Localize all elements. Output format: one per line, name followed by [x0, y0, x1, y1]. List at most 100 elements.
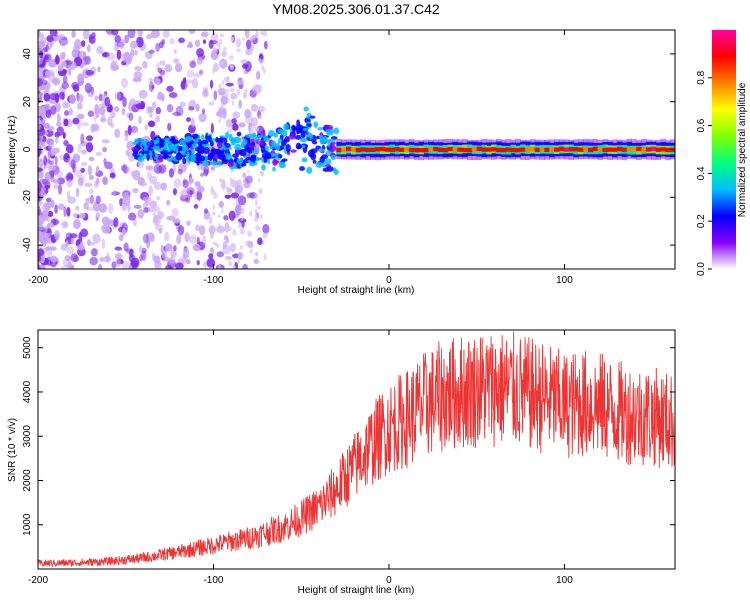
spectrogram-noise-blob — [232, 265, 236, 269]
spectrogram-band-blob — [234, 143, 242, 151]
spectrogram-band-blob — [180, 154, 187, 158]
spectrogram-noise-blob — [202, 86, 209, 95]
spectrogram-band-blob — [326, 166, 334, 172]
spectrogram-noise-blob — [60, 39, 64, 45]
spectrogram-noise-blob — [46, 215, 51, 223]
spectrogram-noise-blob — [38, 196, 41, 203]
spectrogram-noise-blob — [242, 63, 249, 70]
spectrogram-band-segment — [413, 147, 420, 153]
spectrogram-band-blob — [182, 143, 188, 152]
spectrogram-band-blob — [305, 131, 309, 135]
spectrogram-band-blob — [302, 127, 309, 132]
spectrogram-noise-blob — [128, 101, 132, 112]
spectrogram-noise-blob — [62, 39, 69, 45]
spectrogram-noise-blob — [55, 121, 62, 127]
spectrogram-noise-blob — [223, 235, 229, 241]
spectrogram-noise-blob — [75, 187, 80, 198]
spectrogram-noise-blob — [212, 189, 216, 195]
spectrogram-noise-blob — [63, 118, 69, 127]
spectrogram-noise-blob — [95, 177, 100, 186]
spectrogram-band-blob — [313, 121, 319, 128]
spectrogram-noise-blob — [45, 44, 49, 53]
spectrogram-band-blob — [279, 161, 286, 169]
spectrogram-band-blob — [310, 152, 317, 161]
spectrogram-noise-blob — [166, 104, 174, 113]
spectrogram-noise-blob — [145, 165, 154, 171]
spectrogram-band-blob — [205, 132, 209, 141]
spectrogram-noise-blob — [236, 179, 242, 188]
spectrogram-band-blob — [251, 149, 259, 155]
spectrogram-noise-blob — [40, 110, 46, 119]
spectrogram-band-blob — [227, 161, 234, 167]
spectrogram-band-segment — [544, 147, 550, 153]
spectrogram-noise-blob — [68, 173, 74, 181]
spectrogram-band-blob — [316, 135, 320, 140]
spectrogram-noise-blob — [223, 215, 229, 221]
snr-ytick-label: 5000 — [22, 336, 33, 359]
spectrogram-noise-blob — [198, 113, 207, 123]
spectrogram-noise-blob — [47, 125, 55, 132]
spectrogram-noise-blob — [225, 186, 230, 191]
spectrogram-band-segment — [626, 147, 633, 152]
snr-xtick-label: 100 — [556, 575, 573, 586]
spectrogram-noise-blob — [221, 50, 227, 58]
spectrogram-noise-blob — [133, 71, 143, 79]
spectrogram-noise-blob — [208, 216, 213, 225]
colorbar-label: Normalized spectral amplitude — [737, 82, 748, 217]
spectrogram-noise-blob — [226, 97, 230, 103]
spectrogram-noise-blob — [147, 120, 156, 128]
spectrogram-noise-blob — [38, 32, 45, 40]
spectrogram-noise-blob — [220, 95, 229, 106]
spectrogram-noise-blob — [126, 140, 134, 151]
spectrogram-noise-blob — [137, 177, 145, 186]
spectrogram-band-blob — [175, 152, 183, 161]
spectrogram-noise-blob — [191, 77, 199, 89]
spectrogram-noise-blob — [255, 70, 261, 80]
colorbar-tick-label: 0.2 — [696, 214, 707, 228]
spectrogram-noise-blob — [122, 163, 128, 175]
spectrogram-band-blob — [289, 132, 296, 140]
spectrogram-band-segment — [612, 147, 618, 152]
spectrogram-noise-blob — [60, 53, 66, 60]
spectrogram-noise-blob — [58, 184, 63, 195]
spectrogram-band-blob — [236, 158, 244, 165]
spectrogram-noise-blob — [262, 223, 270, 234]
spectrogram-noise-blob — [101, 52, 110, 58]
spectrogram-band-blob — [197, 145, 204, 151]
spectrogram-noise-blob — [118, 233, 124, 242]
spectrogram-noise-blob — [101, 139, 110, 144]
spectrogram-noise-blob — [148, 175, 158, 185]
spectrogram-noise-blob — [112, 189, 116, 197]
spectrogram-noise-blob — [73, 219, 81, 230]
spectrogram-noise-blob — [263, 253, 267, 261]
spectrogram-noise-blob — [218, 83, 222, 90]
spectrogram-noise-blob — [244, 30, 250, 39]
spectrogram-noise-blob — [124, 131, 129, 142]
spectrogram-band-blob — [186, 151, 190, 158]
spectrogram-noise-blob — [203, 165, 210, 175]
spectrogram-band-blob — [240, 162, 247, 167]
spectrogram-noise-blob — [114, 253, 123, 260]
spectrogram-noise-blob — [57, 203, 65, 211]
spectrogram-noise-blob — [219, 33, 225, 37]
spectrogram-band-segment — [336, 147, 342, 153]
spectrogram-noise-blob — [43, 54, 49, 60]
spectrogram-noise-blob — [146, 33, 153, 40]
spectrogram-band-blob — [210, 148, 218, 156]
spectrogram-noise-blob — [103, 157, 107, 165]
spectrogram-noise-blob — [155, 42, 161, 52]
spectrogram-noise-blob — [38, 140, 41, 150]
spectrogram-noise-blob — [132, 169, 141, 181]
spectrogram-noise-blob — [152, 252, 156, 261]
spectrogram-noise-blob — [238, 122, 246, 128]
spectrogram-band-segment — [360, 147, 366, 152]
spectrogram-noise-blob — [258, 115, 262, 120]
spectrogram-noise-blob — [237, 79, 245, 86]
spectrogram-noise-blob — [80, 161, 88, 166]
spectrogram-band-blob — [312, 159, 317, 164]
spectrogram-noise-blob — [220, 103, 224, 111]
spectrogram-noise-blob — [70, 236, 75, 245]
spectrogram-noise-blob — [150, 130, 156, 140]
spectrogram-noise-blob — [38, 230, 43, 239]
spectrogram-noise-blob — [254, 208, 258, 213]
